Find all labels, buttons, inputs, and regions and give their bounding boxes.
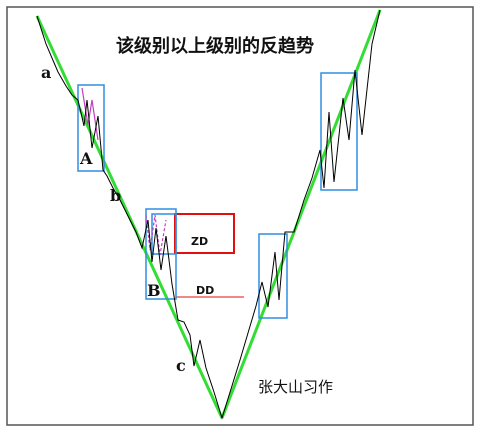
- center-box-up-2: [320, 72, 358, 191]
- author-credit: 张大山习作: [258, 378, 333, 396]
- diagram-frame: [6, 6, 474, 426]
- label-b-lower: b: [110, 186, 121, 205]
- label-dd: DD: [196, 284, 214, 297]
- sub-move-b: [145, 214, 167, 256]
- zd-box: [174, 213, 235, 254]
- uptrend-line: [220, 9, 382, 419]
- label-c-lower: c: [176, 356, 186, 375]
- downtrend-line: [35, 15, 224, 419]
- label-zd: ZD: [191, 235, 208, 248]
- label-a-lower: a: [41, 63, 51, 82]
- sub-move-a: [81, 87, 99, 141]
- label-B-center: B: [147, 281, 161, 300]
- label-A-center: A: [79, 149, 93, 168]
- price-path: [36, 9, 381, 420]
- diagram-title: 该级别以上级别的反趋势: [116, 35, 314, 57]
- center-box-up-1: [258, 233, 288, 319]
- center-box-a: [77, 84, 105, 172]
